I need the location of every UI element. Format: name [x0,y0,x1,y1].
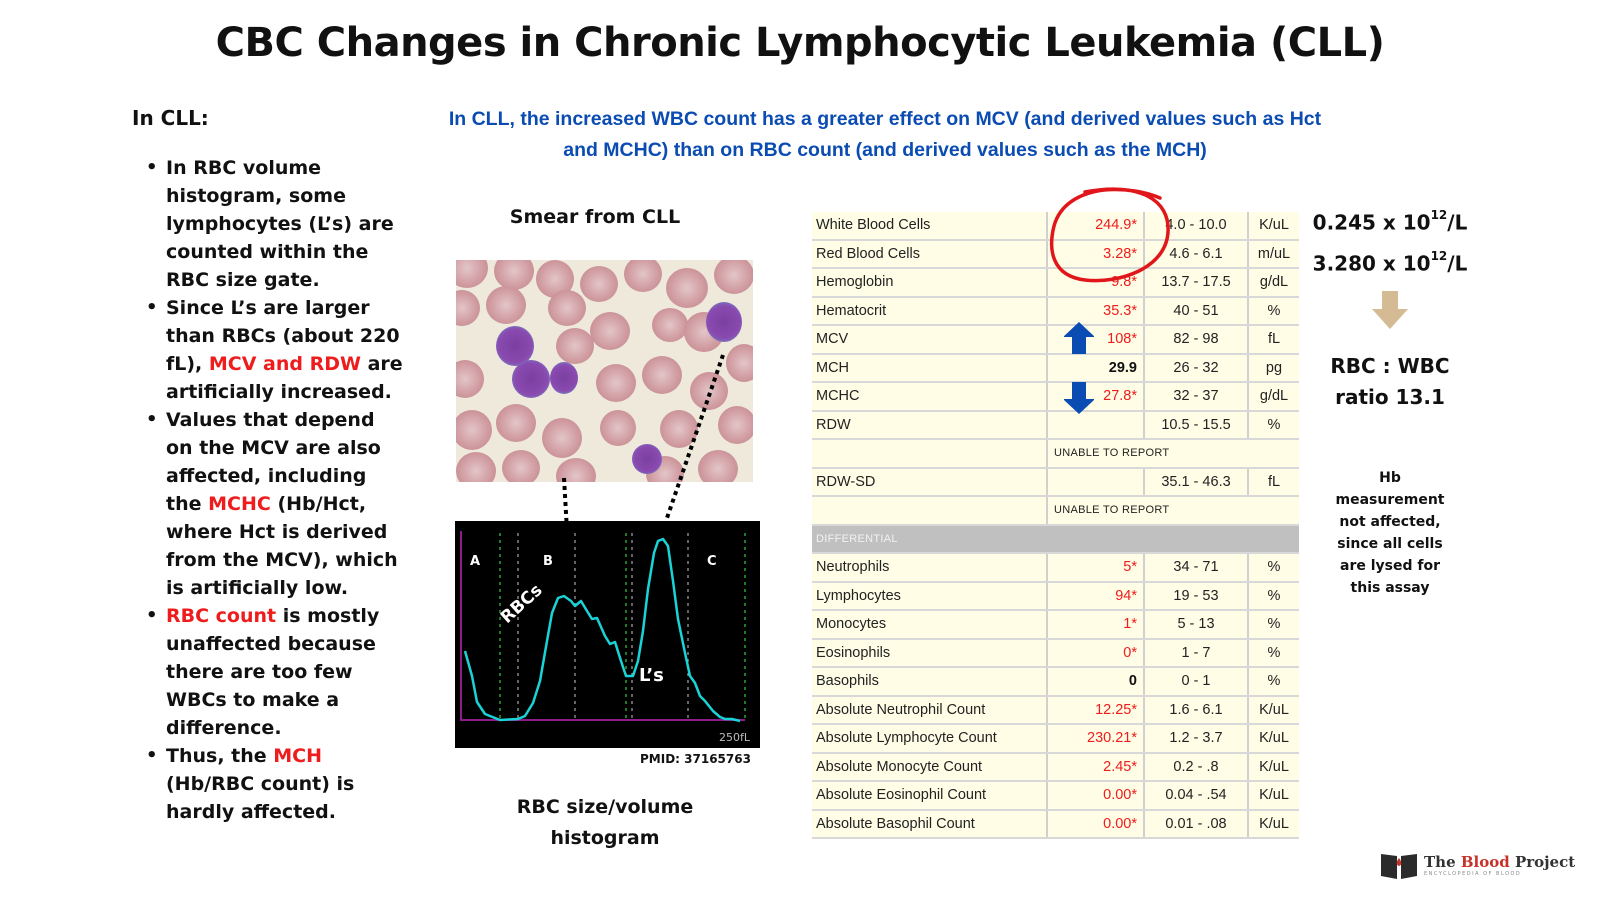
histogram-region-b: B [543,554,553,569]
table-row: Absolute Neutrophil Count 12.25* 1.6 - 6.1… [812,696,1299,725]
increase-arrow-icon [1064,322,1094,354]
table-row: Lymphocytes 94* 19 - 53% [812,582,1299,611]
bullet-item: Since L’s are larger than RBCs (about 22… [146,294,407,406]
ratio-panel: 0.245 x 1012/L 3.280 x 1012/L RBC : WBC … [1300,200,1480,599]
rbc-scientific: 3.280 x 1012/L [1312,248,1468,276]
bullet-list: In RBC volume histogram, some lymphocyte… [132,154,407,826]
table-row: White Blood Cells 244.9* 4.0 - 10.0 K/uL [812,212,1299,241]
table-row: Hemoglobin 9.8* 13.7 - 17.5 g/dL [812,269,1299,298]
blood-project-logo: The Blood Project ENCYCLOPEDIA OF BLOOD [1380,850,1575,880]
table-note-row: UNABLE TO REPORT [812,497,1299,526]
left-heading: In CLL: [132,106,209,130]
histogram-caption-line2: histogram [550,827,660,849]
left-explanation-panel: In CLL: In RBC volume histogram, some ly… [132,106,407,826]
histogram-caption: RBC size/volume histogram [490,792,720,854]
table-row: MCHC 27.8* 32 - 37 g/dL [812,383,1299,412]
wbc-scientific: 0.245 x 1012/L [1312,208,1468,235]
histogram-caption-line1: RBC size/volume [516,796,694,818]
down-arrow-icon [1372,291,1408,330]
rbcs-peak-label: RBCs [497,580,547,627]
cbc-lab-table: White Blood Cells 244.9* 4.0 - 10.0 K/uL Red… [812,212,1299,839]
hb-note: Hb measurement not affected, since all c… [1335,470,1445,597]
bullet-item: Values that depend on the MCV are also a… [146,406,407,602]
table-row: MCV 108* 82 - 98 fL [812,326,1299,355]
bullet-item: In RBC volume histogram, some lymphocyte… [146,154,407,294]
table-row: Absolute Lymphocyte Count 230.21* 1.2 - 3.… [812,725,1299,754]
table-row: RDW 10.5 - 15.5% [812,411,1299,440]
table-row: Neutrophils 5* 34 - 71% [812,554,1299,583]
smear-label: Smear from CLL [509,206,681,228]
table-row: Absolute Monocyte Count 2.45* 0.2 - .8 K/uL [812,753,1299,782]
ratio-line2: ratio 13.1 [1335,385,1445,410]
ratio-line1: RBC : WBC [1330,354,1450,379]
table-row: MCH 29.9 26 - 32 pg [812,354,1299,383]
table-row: Hematocrit 35.3* 40 - 51% [812,297,1299,326]
book-icon [1381,854,1417,879]
table-row: Eosinophils 0* 1 - 7% [812,639,1299,668]
table-row: Basophils 0 0 - 1% [812,668,1299,697]
table-row: Absolute Basophil Count 0.00* 0.01 - .08 K/… [812,810,1299,839]
bullet-item: RBC count is mostly unaffected because t… [146,602,407,742]
table-row: RDW-SD 35.1 - 46.3 fL [812,468,1299,497]
page-title: CBC Changes in Chronic Lymphocytic Leuke… [215,20,1385,66]
blood-smear-image [456,260,753,482]
histogram-region-a: A [470,554,480,569]
table-section-header: DIFFERENTIAL [812,525,1299,554]
histogram-region-c: C [707,554,717,569]
bullet-item: Thus, the MCH (Hb/RBC count) is hardly a… [146,742,407,826]
table-note-row: UNABLE TO REPORT [812,440,1299,469]
subtitle: In CLL, the increased WBC count has a gr… [448,108,1322,161]
pmid-citation: PMID: 37165763 [640,752,751,766]
decrease-arrow-icon [1064,382,1094,414]
lymphocyte-peak-label: L’s [639,665,664,686]
table-row: Red Blood Cells 3.28* 4.6 - 6.1 m/uL [812,240,1299,269]
rbc-volume-histogram: A B C RBCs L’s 250fL [455,521,760,748]
table-row: Absolute Eosinophil Count 0.00* 0.04 - .54… [812,782,1299,811]
axis-max-label: 250fL [719,731,751,744]
table-row: Monocytes 1* 5 - 13% [812,611,1299,640]
